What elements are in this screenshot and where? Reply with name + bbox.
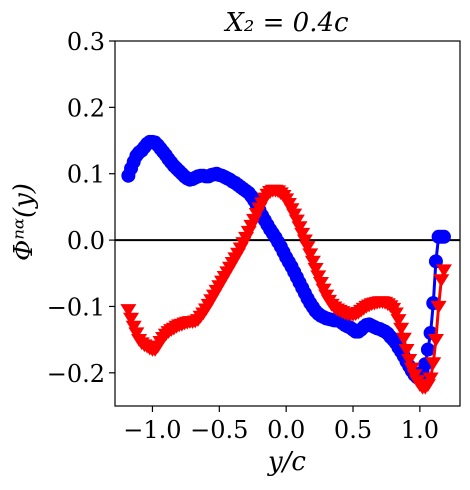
y-tick-label: −0.1 xyxy=(47,293,105,321)
axis-ticks: −1.0 −0.5 0.0 0.5 1.0 −0.2 −0.1 0.0 0.1 0.2 0.3 xyxy=(47,28,439,444)
plot-series xyxy=(120,134,452,395)
x-axis-title: y/c xyxy=(267,447,306,477)
data-point xyxy=(430,300,447,314)
y-tick-label: 0.0 xyxy=(67,227,105,255)
data-point xyxy=(422,372,439,386)
plot-frame xyxy=(114,40,461,407)
data-point xyxy=(288,214,305,228)
data-point xyxy=(433,274,450,288)
x-tick-label: 1.0 xyxy=(401,416,439,444)
y-axis-title-group: Φⁿᵅ(y) xyxy=(9,183,39,261)
series-1 xyxy=(120,184,452,395)
data-point xyxy=(123,312,140,326)
data-point xyxy=(120,304,137,317)
x-tick-label: 0.0 xyxy=(267,416,305,444)
data-point xyxy=(304,255,321,269)
data-point xyxy=(401,353,418,367)
data-point xyxy=(125,320,142,334)
data-point xyxy=(390,314,407,327)
data-point xyxy=(310,270,327,284)
data-point xyxy=(387,307,404,321)
y-tick-label: 0.1 xyxy=(67,161,105,189)
chart-title: X₂ = 0.4c xyxy=(223,8,349,38)
data-point xyxy=(312,276,329,290)
series-0 xyxy=(121,134,451,385)
data-point xyxy=(128,327,145,341)
y-tick-label: 0.3 xyxy=(67,28,105,56)
data-point xyxy=(395,332,412,346)
data-point xyxy=(435,264,452,278)
data-point xyxy=(291,221,308,235)
y-axis-title: Φⁿᵅ(y) xyxy=(9,183,39,261)
data-point xyxy=(425,357,442,371)
y-tick-label: −0.2 xyxy=(47,360,105,388)
data-point xyxy=(420,342,435,357)
data-point xyxy=(299,241,316,254)
data-point xyxy=(294,227,311,241)
x-tick-label: 0.5 xyxy=(334,416,372,444)
y-tick-label: 0.2 xyxy=(67,94,105,122)
x-tick-label: −1.0 xyxy=(123,416,181,444)
data-point xyxy=(393,322,410,336)
data-point xyxy=(296,234,313,248)
data-point xyxy=(427,334,444,347)
series-line xyxy=(126,188,446,389)
data-point xyxy=(398,343,415,357)
data-point xyxy=(302,248,319,262)
data-point xyxy=(403,362,420,376)
data-point xyxy=(436,229,451,244)
x-tick-label: −0.5 xyxy=(190,416,248,444)
data-point xyxy=(307,263,324,276)
